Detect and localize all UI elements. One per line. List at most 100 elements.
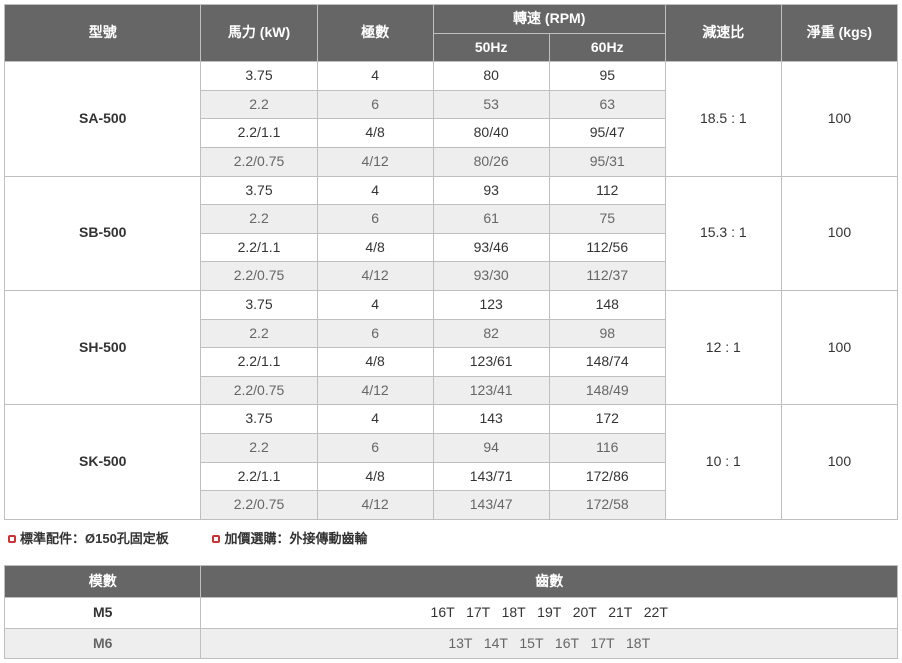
cell-poles: 4/8 [317, 348, 433, 377]
cell-50hz: 80/26 [433, 147, 549, 176]
cell-50hz: 53 [433, 90, 549, 119]
hdr-speed: 轉速 (RPM) [433, 5, 665, 34]
cell-poles: 4/8 [317, 233, 433, 262]
table-row: M6 13T 14T 15T 16T 17T 18T [5, 628, 898, 659]
cell-module: M6 [5, 628, 201, 659]
cell-poles: 4/8 [317, 462, 433, 491]
cell-50hz: 93 [433, 176, 549, 205]
cell-kw: 2.2/0.75 [201, 491, 317, 520]
cell-poles: 4 [317, 176, 433, 205]
cell-kw: 2.2/0.75 [201, 262, 317, 291]
hdr-power: 馬力 (kW) [201, 5, 317, 62]
table-row: SB-5003.7549311215.3 : 1100 [5, 176, 898, 205]
cell-50hz: 93/46 [433, 233, 549, 262]
cell-ratio: 18.5 : 1 [665, 62, 781, 176]
gear-table: 模數 齒數 M5 16T 17T 18T 19T 20T 21T 22T M6 … [4, 565, 898, 660]
cell-poles: 4/12 [317, 491, 433, 520]
cell-teeth: 13T 14T 15T 16T 17T 18T [201, 628, 898, 659]
cell-poles: 6 [317, 90, 433, 119]
note-standard: 標準配件：Ø150孔固定板 [8, 528, 169, 547]
table-row: SK-5003.75414317210 : 1100 [5, 405, 898, 434]
cell-60hz: 148 [549, 290, 665, 319]
cell-kw: 3.75 [201, 62, 317, 91]
cell-poles: 6 [317, 319, 433, 348]
table-row: SH-5003.75412314812 : 1100 [5, 290, 898, 319]
cell-poles: 4 [317, 290, 433, 319]
table-row: M5 16T 17T 18T 19T 20T 21T 22T [5, 598, 898, 629]
cell-50hz: 143/47 [433, 491, 549, 520]
cell-50hz: 123/41 [433, 376, 549, 405]
cell-model: SH-500 [5, 290, 201, 404]
cell-poles: 6 [317, 205, 433, 234]
cell-60hz: 148/74 [549, 348, 665, 377]
hdr-model: 型號 [5, 5, 201, 62]
cell-60hz: 95/47 [549, 119, 665, 148]
cell-60hz: 116 [549, 433, 665, 462]
cell-kw: 2.2 [201, 90, 317, 119]
cell-50hz: 82 [433, 319, 549, 348]
cell-kw: 3.75 [201, 405, 317, 434]
cell-kw: 2.2 [201, 205, 317, 234]
cell-model: SB-500 [5, 176, 201, 290]
cell-50hz: 80 [433, 62, 549, 91]
cell-50hz: 94 [433, 433, 549, 462]
cell-60hz: 172 [549, 405, 665, 434]
cell-60hz: 112/37 [549, 262, 665, 291]
note-option: 加價選購：外接傳動齒輪 [212, 528, 367, 547]
cell-60hz: 148/49 [549, 376, 665, 405]
cell-ratio: 12 : 1 [665, 290, 781, 404]
footnotes: 標準配件：Ø150孔固定板 加價選購：外接傳動齒輪 [8, 528, 898, 547]
hdr-module: 模數 [5, 565, 201, 598]
cell-poles: 4/12 [317, 262, 433, 291]
cell-model: SA-500 [5, 62, 201, 176]
cell-poles: 6 [317, 433, 433, 462]
cell-50hz: 143 [433, 405, 549, 434]
cell-kw: 2.2/1.1 [201, 233, 317, 262]
cell-60hz: 95 [549, 62, 665, 91]
cell-weight: 100 [781, 405, 897, 519]
hdr-teeth: 齒數 [201, 565, 898, 598]
cell-50hz: 123/61 [433, 348, 549, 377]
hdr-50hz: 50Hz [433, 33, 549, 62]
cell-60hz: 63 [549, 90, 665, 119]
cell-teeth: 16T 17T 18T 19T 20T 21T 22T [201, 598, 898, 629]
cell-kw: 2.2/0.75 [201, 147, 317, 176]
cell-weight: 100 [781, 62, 897, 176]
cell-model: SK-500 [5, 405, 201, 519]
bullet-icon [8, 535, 16, 543]
hdr-weight: 淨重 (kgs) [781, 5, 897, 62]
cell-ratio: 15.3 : 1 [665, 176, 781, 290]
cell-60hz: 112 [549, 176, 665, 205]
cell-kw: 2.2/1.1 [201, 348, 317, 377]
cell-50hz: 123 [433, 290, 549, 319]
cell-weight: 100 [781, 290, 897, 404]
cell-kw: 2.2/0.75 [201, 376, 317, 405]
cell-ratio: 10 : 1 [665, 405, 781, 519]
cell-kw: 3.75 [201, 290, 317, 319]
hdr-ratio: 減速比 [665, 5, 781, 62]
hdr-poles: 極數 [317, 5, 433, 62]
note-standard-text: 標準配件：Ø150孔固定板 [20, 531, 169, 546]
cell-60hz: 172/86 [549, 462, 665, 491]
cell-poles: 4/12 [317, 376, 433, 405]
cell-kw: 2.2 [201, 319, 317, 348]
cell-60hz: 98 [549, 319, 665, 348]
cell-poles: 4/8 [317, 119, 433, 148]
cell-kw: 2.2/1.1 [201, 119, 317, 148]
cell-60hz: 172/58 [549, 491, 665, 520]
cell-50hz: 143/71 [433, 462, 549, 491]
cell-kw: 3.75 [201, 176, 317, 205]
cell-poles: 4 [317, 405, 433, 434]
cell-poles: 4 [317, 62, 433, 91]
hdr-60hz: 60Hz [549, 33, 665, 62]
cell-60hz: 95/31 [549, 147, 665, 176]
cell-50hz: 93/30 [433, 262, 549, 291]
bullet-icon [212, 535, 220, 543]
cell-50hz: 80/40 [433, 119, 549, 148]
cell-weight: 100 [781, 176, 897, 290]
cell-kw: 2.2 [201, 433, 317, 462]
cell-60hz: 75 [549, 205, 665, 234]
spec-table: 型號 馬力 (kW) 極數 轉速 (RPM) 減速比 淨重 (kgs) 50Hz… [4, 4, 898, 520]
cell-50hz: 61 [433, 205, 549, 234]
cell-module: M5 [5, 598, 201, 629]
